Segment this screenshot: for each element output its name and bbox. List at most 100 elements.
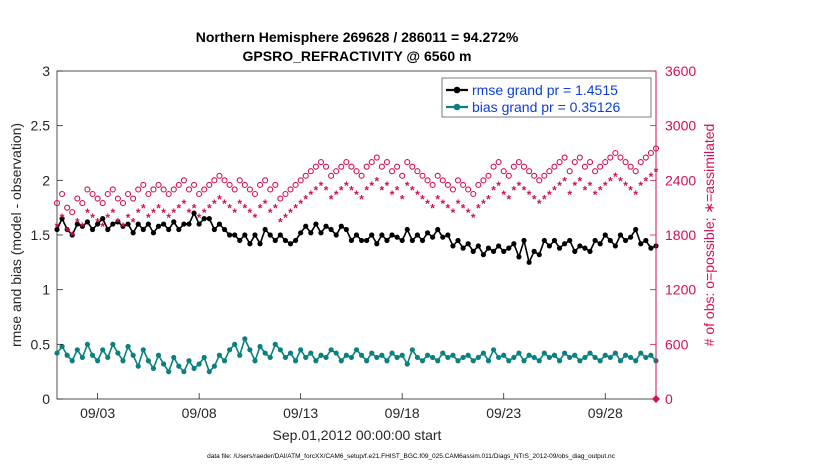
assimilated-point: *	[496, 179, 501, 193]
bias-point	[597, 358, 603, 364]
x-tick-label: 09/03	[80, 405, 115, 421]
possible-point	[333, 168, 340, 175]
possible-point	[160, 186, 167, 193]
possible-point	[74, 195, 81, 202]
bias-point	[638, 350, 644, 356]
possible-point	[69, 209, 76, 216]
assimilated-point: *	[385, 179, 390, 193]
assimilated-point: *	[578, 174, 583, 188]
bias-point	[592, 354, 598, 361]
legend-bias-label: bias grand pr = 0.35126	[472, 99, 620, 115]
bias-point	[369, 350, 375, 356]
possible-point	[607, 154, 614, 161]
rmse-point	[435, 226, 441, 233]
rmse-point	[399, 237, 405, 244]
x-tick-label: 09/08	[182, 405, 217, 421]
possible-point	[414, 168, 421, 175]
assimilated-point: *	[633, 188, 638, 202]
assimilated-point: *	[222, 197, 227, 211]
rmse-point	[247, 241, 253, 247]
bias-point	[318, 352, 324, 358]
rmse-point	[597, 241, 603, 247]
rmse-point	[348, 237, 355, 244]
y-left-tick-label: 2.5	[31, 118, 51, 134]
assimilated-point: *	[451, 206, 456, 220]
assimilated-point: *	[410, 183, 415, 197]
assimilated-point: *	[116, 215, 121, 229]
bias-point	[54, 350, 60, 356]
bias-point	[64, 352, 70, 358]
rmse-point	[353, 232, 360, 238]
rmse-point	[490, 248, 497, 254]
possible-point	[216, 172, 223, 179]
rmse-point	[232, 232, 238, 238]
bias-point	[343, 352, 349, 358]
possible-point	[617, 154, 624, 161]
assimilated-point: *	[506, 193, 511, 207]
assimilated-point: *	[461, 202, 466, 216]
rmse-point	[521, 237, 527, 244]
bias-point	[490, 347, 497, 353]
possible-point	[460, 181, 467, 188]
possible-point	[145, 190, 152, 198]
assimilated-point: *	[156, 202, 161, 216]
assimilated-point: *	[623, 179, 628, 193]
bias-point	[633, 358, 639, 364]
rmse-point	[556, 245, 563, 251]
possible-point	[373, 154, 380, 161]
bias-point	[562, 350, 568, 356]
bias-point	[384, 358, 390, 364]
assimilated-point: *	[85, 206, 90, 220]
x-tick-label: 09/18	[385, 405, 420, 421]
possible-point	[191, 181, 198, 188]
possible-point	[272, 181, 279, 188]
assimilated-point: *	[435, 193, 440, 207]
assimilated-point: *	[547, 188, 552, 202]
rmse-point	[328, 226, 334, 233]
assimilated-point: *	[197, 211, 202, 225]
assimilated-point: *	[349, 183, 354, 197]
assimilated-point: *	[572, 179, 577, 193]
rmse-point	[145, 221, 151, 227]
rmse-point	[369, 232, 375, 238]
assimilated-point: *	[644, 174, 649, 188]
bias-point	[135, 363, 141, 369]
assimilated-point: *	[182, 197, 187, 211]
rmse-point	[54, 226, 60, 233]
bias-point	[531, 354, 537, 361]
rmse-point	[394, 234, 400, 240]
bias-point	[556, 358, 563, 364]
bias-point	[313, 358, 319, 364]
possible-point	[175, 181, 182, 188]
rmse-point	[267, 232, 273, 238]
assimilated-point: *	[207, 202, 212, 216]
possible-point	[454, 177, 462, 184]
bias-point	[551, 352, 558, 358]
right-axis-origin-marker	[652, 395, 660, 403]
assimilated-point: *	[192, 202, 197, 216]
assimilated-point: *	[532, 193, 537, 207]
bias-point	[485, 358, 492, 364]
possible-point	[536, 177, 543, 184]
assimilated-point: *	[90, 211, 95, 225]
possible-point	[378, 163, 385, 170]
bias-point	[536, 358, 542, 364]
possible-point	[490, 163, 497, 170]
bias-point	[460, 354, 466, 361]
assimilated-point: *	[344, 179, 349, 193]
y-left-tick-label: 2	[42, 172, 50, 188]
assimilated-point: *	[380, 183, 385, 197]
possible-point	[515, 159, 522, 166]
assimilated-point: *	[273, 202, 278, 216]
bias-point	[622, 352, 629, 358]
possible-point	[383, 159, 391, 166]
possible-point	[135, 186, 142, 193]
bias-point	[648, 352, 654, 358]
possible-point	[602, 159, 609, 166]
bias-point	[496, 354, 502, 361]
assimilated-point: *	[522, 183, 527, 197]
rmse-point	[287, 241, 294, 247]
rmse-point	[216, 221, 223, 227]
x-tick-label: 09/28	[588, 405, 623, 421]
rmse-point	[206, 216, 212, 222]
